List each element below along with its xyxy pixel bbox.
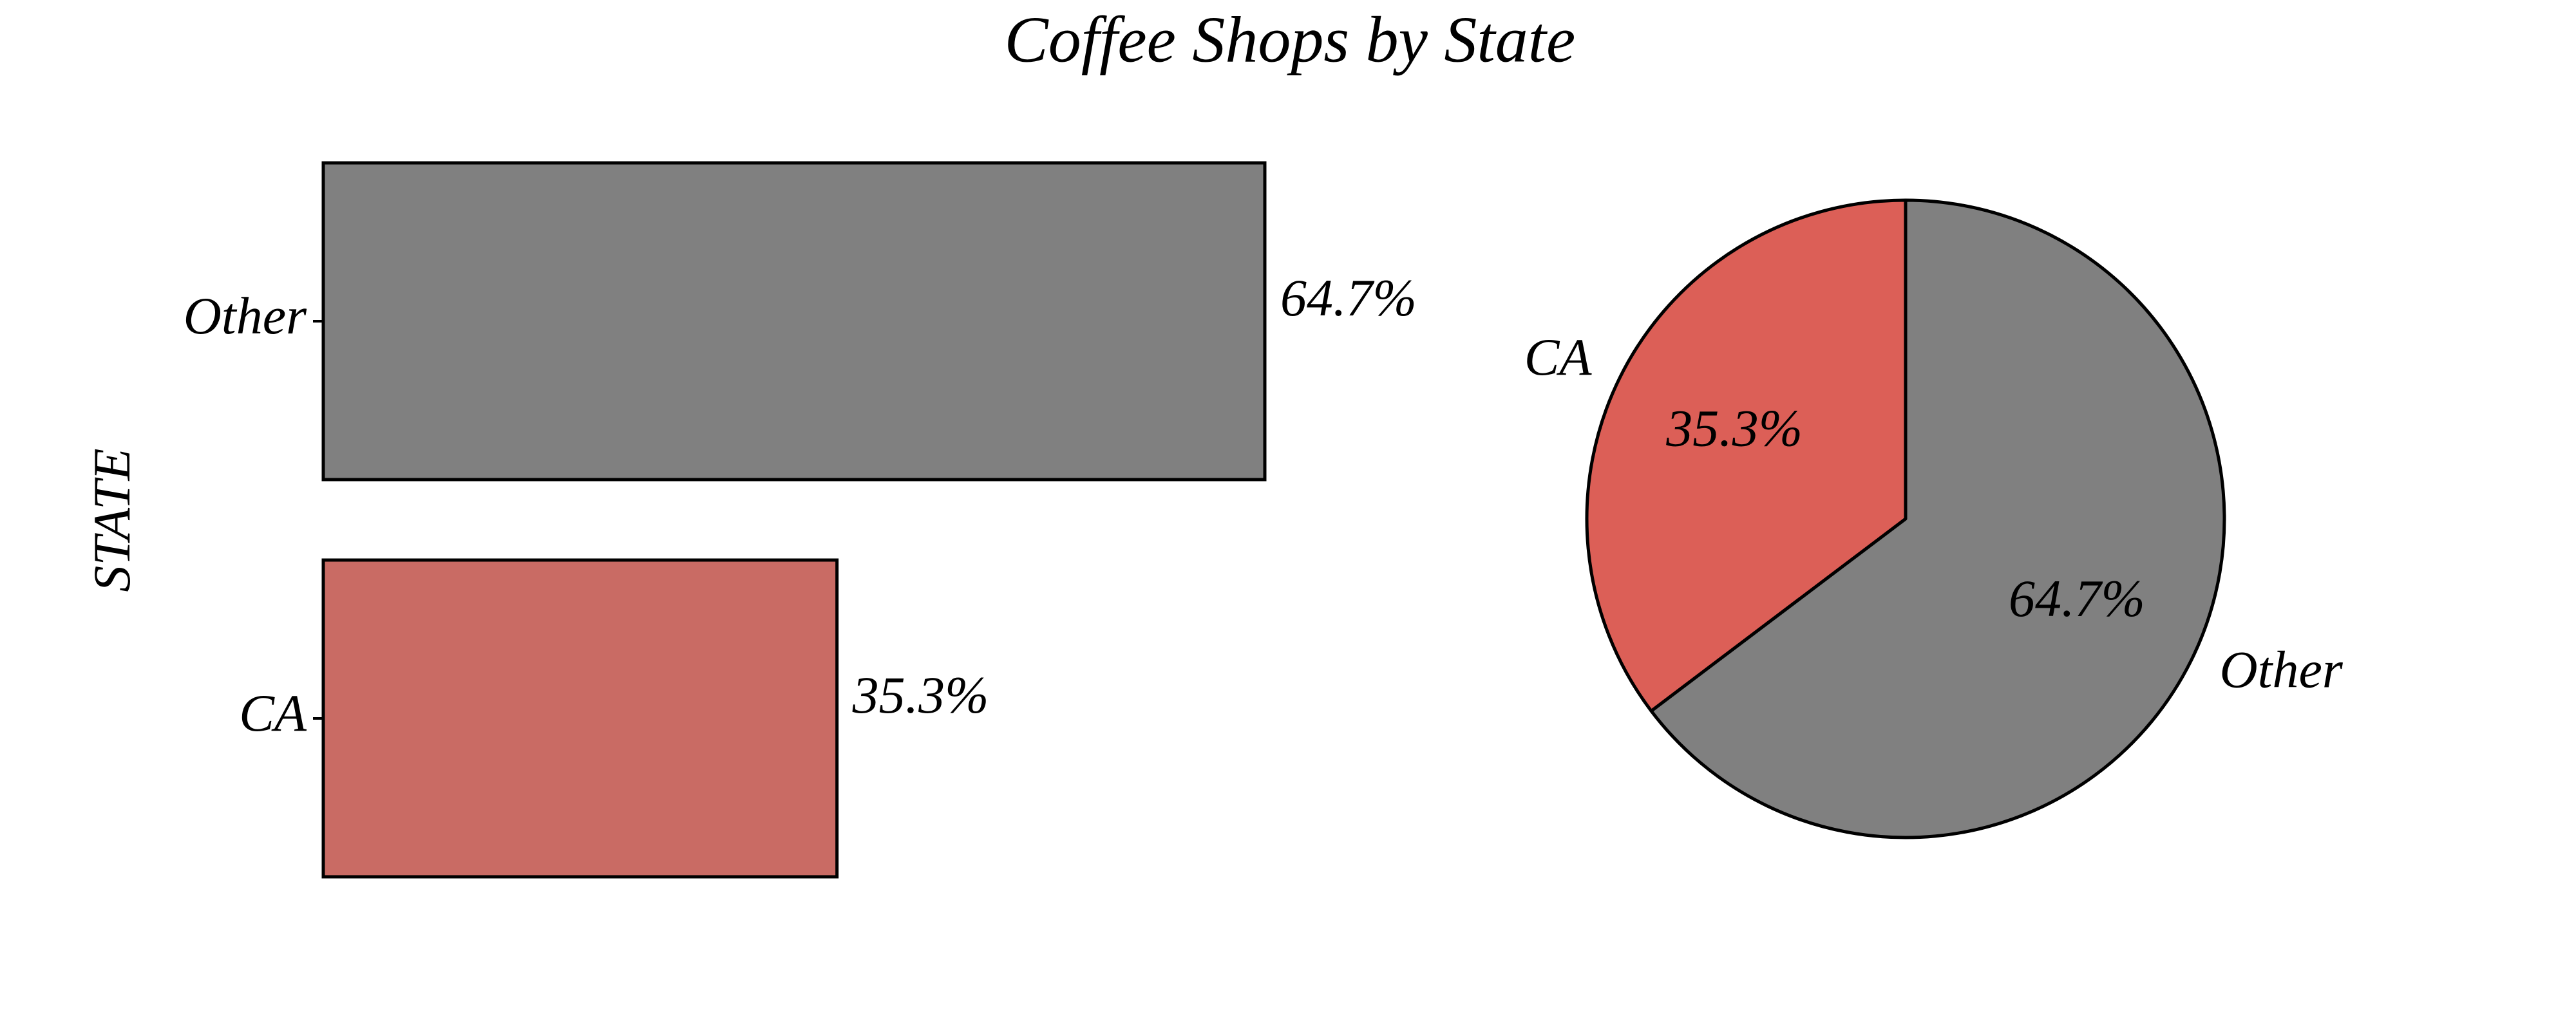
y-tick-label: Other xyxy=(184,286,307,345)
bar xyxy=(321,161,1267,482)
figure-title: Coffee Shops by State xyxy=(1005,3,1576,76)
bar xyxy=(321,558,839,879)
pie-slice xyxy=(1649,198,2226,839)
value-label: 35.3% xyxy=(852,666,989,724)
y-axis-label: STATE xyxy=(82,448,141,592)
pie-value-label: 64.7% xyxy=(2009,569,2145,628)
value-label: 64.7% xyxy=(1280,268,1417,327)
y-tick-label: CA xyxy=(239,684,307,742)
pie-slice xyxy=(1585,198,1908,713)
pie-label: CA xyxy=(1524,328,1593,386)
pie-label: Other xyxy=(2219,640,2343,698)
pie-value-label: 35.3% xyxy=(1665,398,1803,457)
